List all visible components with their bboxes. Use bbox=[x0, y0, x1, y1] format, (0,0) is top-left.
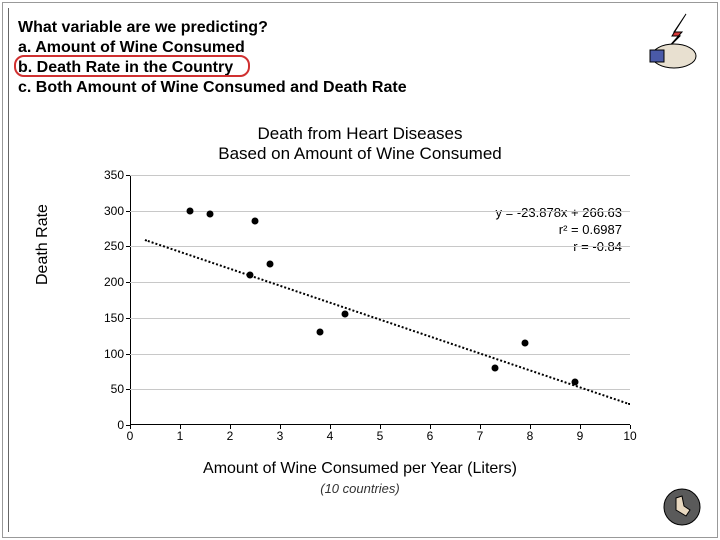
ytick-mark bbox=[126, 354, 130, 355]
ytick-label: 250 bbox=[94, 239, 124, 253]
r2-line: r² = 0.6987 bbox=[496, 222, 622, 239]
trend-line bbox=[145, 239, 631, 405]
xtick-mark bbox=[580, 425, 581, 429]
ytick-label: 350 bbox=[94, 168, 124, 182]
ytick-label: 150 bbox=[94, 311, 124, 325]
xtick-mark bbox=[480, 425, 481, 429]
gridline bbox=[130, 389, 630, 390]
pointer-hand-icon bbox=[662, 488, 702, 526]
gridline bbox=[130, 246, 630, 247]
gridline bbox=[130, 175, 630, 176]
question-block: What variable are we predicting? a. Amou… bbox=[18, 18, 407, 98]
data-point bbox=[522, 339, 529, 346]
y-axis-label: Death Rate bbox=[34, 204, 52, 285]
plot-region: y = -23.878x + 266.63 r² = 0.6987 r = -0… bbox=[130, 175, 630, 425]
ytick-mark bbox=[126, 389, 130, 390]
xtick-mark bbox=[130, 425, 131, 429]
data-point bbox=[252, 218, 259, 225]
ytick-mark bbox=[126, 246, 130, 247]
data-point bbox=[267, 261, 274, 268]
data-point bbox=[492, 364, 499, 371]
xtick-label: 1 bbox=[170, 429, 190, 443]
xtick-label: 10 bbox=[620, 429, 640, 443]
regression-equation-block: y = -23.878x + 266.63 r² = 0.6987 r = -0… bbox=[496, 205, 622, 256]
option-b: b. Death Rate in the Country bbox=[18, 58, 407, 78]
chart-title-line1: Death from Heart Diseases bbox=[257, 124, 462, 143]
gridline bbox=[130, 282, 630, 283]
xtick-label: 4 bbox=[320, 429, 340, 443]
y-axis bbox=[130, 175, 131, 425]
gridline bbox=[130, 211, 630, 212]
xtick-mark bbox=[430, 425, 431, 429]
xtick-label: 0 bbox=[120, 429, 140, 443]
xtick-mark bbox=[530, 425, 531, 429]
data-point bbox=[342, 311, 349, 318]
xtick-label: 3 bbox=[270, 429, 290, 443]
data-point bbox=[572, 379, 579, 386]
option-a: a. Amount of Wine Consumed bbox=[18, 38, 407, 58]
chart-title-line2: Based on Amount of Wine Consumed bbox=[218, 144, 502, 163]
equation-line: y = -23.878x + 266.63 bbox=[496, 205, 622, 222]
ytick-label: 300 bbox=[94, 204, 124, 218]
ytick-mark bbox=[126, 175, 130, 176]
gridline bbox=[130, 354, 630, 355]
ytick-label: 50 bbox=[94, 382, 124, 396]
data-point bbox=[247, 272, 254, 279]
option-c: c. Both Amount of Wine Consumed and Deat… bbox=[18, 78, 407, 98]
xtick-label: 8 bbox=[520, 429, 540, 443]
question-prompt: What variable are we predicting? bbox=[18, 18, 407, 38]
scatter-chart: Death from Heart Diseases Based on Amoun… bbox=[60, 120, 660, 500]
xtick-mark bbox=[630, 425, 631, 429]
xtick-mark bbox=[330, 425, 331, 429]
xtick-label: 6 bbox=[420, 429, 440, 443]
x-axis-label: Amount of Wine Consumed per Year (Liters… bbox=[60, 460, 660, 478]
data-point bbox=[317, 329, 324, 336]
xtick-mark bbox=[380, 425, 381, 429]
xtick-mark bbox=[280, 425, 281, 429]
xtick-mark bbox=[180, 425, 181, 429]
ytick-label: 200 bbox=[94, 275, 124, 289]
data-point bbox=[207, 211, 214, 218]
lightning-hand-icon bbox=[636, 12, 708, 72]
ytick-label: 100 bbox=[94, 347, 124, 361]
xtick-label: 2 bbox=[220, 429, 240, 443]
chart-title: Death from Heart Diseases Based on Amoun… bbox=[60, 124, 660, 165]
xtick-label: 9 bbox=[570, 429, 590, 443]
slide-inner-line bbox=[8, 8, 9, 532]
ytick-mark bbox=[126, 282, 130, 283]
ytick-mark bbox=[126, 318, 130, 319]
data-point bbox=[187, 207, 194, 214]
xtick-label: 7 bbox=[470, 429, 490, 443]
xtick-label: 5 bbox=[370, 429, 390, 443]
xtick-mark bbox=[230, 425, 231, 429]
ytick-mark bbox=[126, 211, 130, 212]
chart-sublabel: (10 countries) bbox=[60, 481, 660, 496]
